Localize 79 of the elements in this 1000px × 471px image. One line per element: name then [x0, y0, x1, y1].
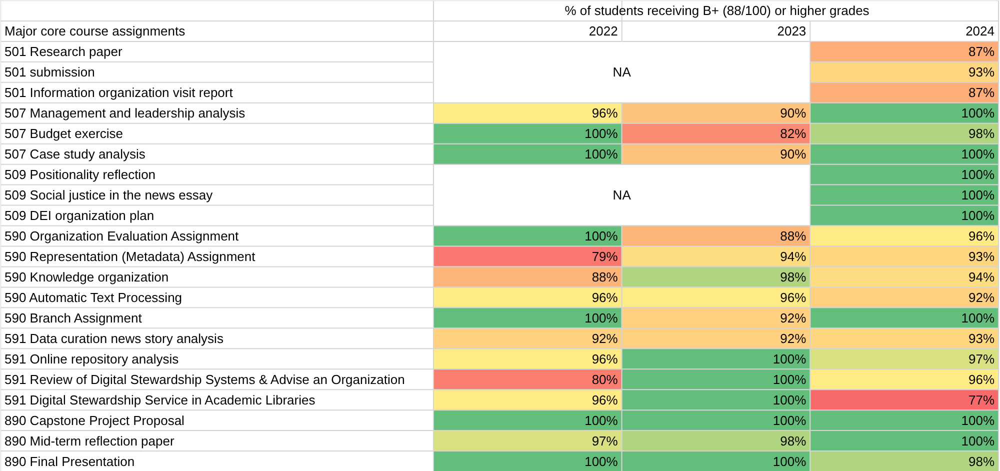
data-label: 100%: [584, 126, 618, 142]
y-tick-label: 590 Representation (Metadata) Assignment: [4, 248, 256, 264]
y-tick-label: 509 DEI organization plan: [4, 208, 154, 224]
y-axis-title: Major core course assignments: [4, 24, 186, 39]
data-label: 92%: [780, 310, 807, 326]
y-tick-label: 890 Final Presentation: [4, 454, 135, 469]
y-tick-label: 590 Knowledge organization: [4, 269, 169, 284]
y-tick-label: 509 Positionality reflection: [4, 167, 156, 182]
data-label: 90%: [780, 106, 807, 121]
y-tick-label: 590 Organization Evaluation Assignment: [4, 228, 240, 244]
data-label: 100%: [961, 310, 995, 326]
y-tick-label: 590 Branch Assignment: [4, 310, 142, 326]
x-tick-label: 2023: [777, 24, 806, 39]
y-tick-label: 890 Capstone Project Proposal: [4, 412, 185, 428]
data-label: 100%: [961, 106, 995, 121]
data-label: 100%: [584, 412, 618, 428]
y-tick-label: 509 Social justice in the news essay: [4, 188, 214, 203]
data-label: 87%: [968, 85, 995, 100]
annotation: NA: [612, 64, 632, 80]
x-tick-label: 2024: [966, 24, 994, 39]
data-label: 100%: [961, 167, 995, 182]
y-tick-label: 591 Review of Digital Stewardship Systems & Advise an Organization: [4, 372, 405, 387]
data-label: 77%: [968, 392, 995, 408]
data-label: 93%: [968, 248, 995, 264]
data-label: 94%: [968, 269, 995, 284]
data-label: 93%: [968, 330, 995, 346]
data-label: 100%: [772, 412, 807, 428]
data-label: 100%: [584, 454, 618, 469]
data-label: 92%: [968, 290, 995, 305]
data-label: 94%: [780, 248, 807, 264]
data-label: 92%: [780, 330, 807, 346]
data-label: 100%: [961, 208, 995, 224]
y-tick-label: 507 Case study analysis: [4, 146, 146, 162]
data-label: 100%: [772, 372, 807, 387]
x-tick-label: 2022: [588, 24, 618, 39]
data-label: 100%: [772, 392, 807, 408]
data-label: 93%: [968, 64, 995, 80]
data-label: 98%: [780, 433, 807, 448]
data-label: 100%: [961, 412, 995, 428]
data-label: 96%: [592, 106, 618, 121]
data-label: 90%: [780, 146, 807, 162]
y-tick-label: 590 Automatic Text Processing: [4, 290, 182, 305]
data-label: 100%: [584, 228, 618, 244]
data-label: 82%: [780, 126, 807, 142]
y-tick-label: 507 Management and leadership analysis: [4, 106, 246, 121]
data-label: 96%: [592, 351, 618, 366]
data-label: 79%: [592, 248, 618, 264]
y-tick-label: 507 Budget exercise: [4, 126, 124, 142]
chart-title: % of students receiving B+ (88/100) or higher grades: [564, 3, 870, 18]
data-label: 98%: [968, 126, 995, 142]
data-label: 100%: [961, 146, 995, 162]
data-label: 88%: [780, 228, 807, 244]
y-tick-label: 501 Information organization visit report: [4, 85, 234, 100]
y-tick-label: 591 Digital Stewardship Service in Academic Libraries: [4, 392, 316, 408]
y-tick-label: 591 Data curation news story analysis: [4, 330, 224, 346]
data-label: 97%: [968, 351, 995, 366]
y-tick-label: 501 Research paper: [4, 44, 123, 60]
data-label: 88%: [592, 269, 618, 284]
data-label: 98%: [780, 269, 807, 284]
y-tick-label: 591 Online repository analysis: [4, 351, 180, 366]
annotation: NA: [612, 188, 632, 203]
data-label: 96%: [592, 392, 618, 408]
data-label: 96%: [968, 372, 995, 387]
data-label: 98%: [968, 454, 995, 469]
data-label: 100%: [961, 433, 995, 448]
data-label: 96%: [780, 290, 807, 305]
data-label: 87%: [968, 44, 995, 60]
data-label: 100%: [584, 146, 618, 162]
data-label: 80%: [592, 372, 618, 387]
y-tick-label: 890 Mid-term reflection paper: [4, 433, 175, 448]
data-label: 100%: [772, 454, 807, 469]
y-tick-label: 501 submission: [4, 64, 95, 80]
data-label: 96%: [968, 228, 995, 244]
data-label: 100%: [961, 188, 995, 203]
data-label: 96%: [592, 290, 618, 305]
data-label: 100%: [584, 310, 618, 326]
data-label: 100%: [772, 351, 807, 366]
data-label: 92%: [592, 330, 618, 346]
data-label: 97%: [592, 433, 618, 448]
